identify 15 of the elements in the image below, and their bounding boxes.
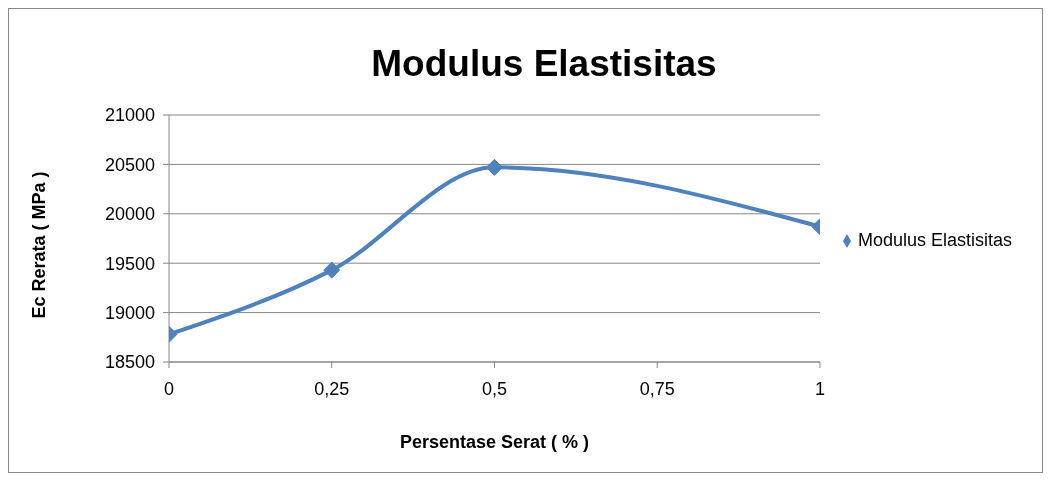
x-tick-label: 0 xyxy=(163,378,175,399)
x-tick-label: 0,5 xyxy=(481,378,507,399)
x-tick-label: 0,75 xyxy=(639,378,675,399)
y-tick-label: 20500 xyxy=(104,154,155,175)
y-tick-label: 18500 xyxy=(104,352,155,373)
y-tick-label: 19500 xyxy=(104,253,155,274)
y-axis-title: Ec Rerata ( MPa ) xyxy=(29,171,50,319)
y-tick-label: 21000 xyxy=(104,105,155,126)
x-tick-label: 1 xyxy=(814,378,825,399)
x-axis-title: Persentase Serat ( % ) xyxy=(399,432,590,452)
x-tick-label: 0,25 xyxy=(314,378,350,399)
chart-title: Modulus Elastisitas xyxy=(370,43,718,85)
y-tick-label: 20000 xyxy=(104,204,155,225)
legend-label: Modulus Elastisitas xyxy=(857,230,1012,250)
y-tick-label: 19000 xyxy=(104,302,155,323)
